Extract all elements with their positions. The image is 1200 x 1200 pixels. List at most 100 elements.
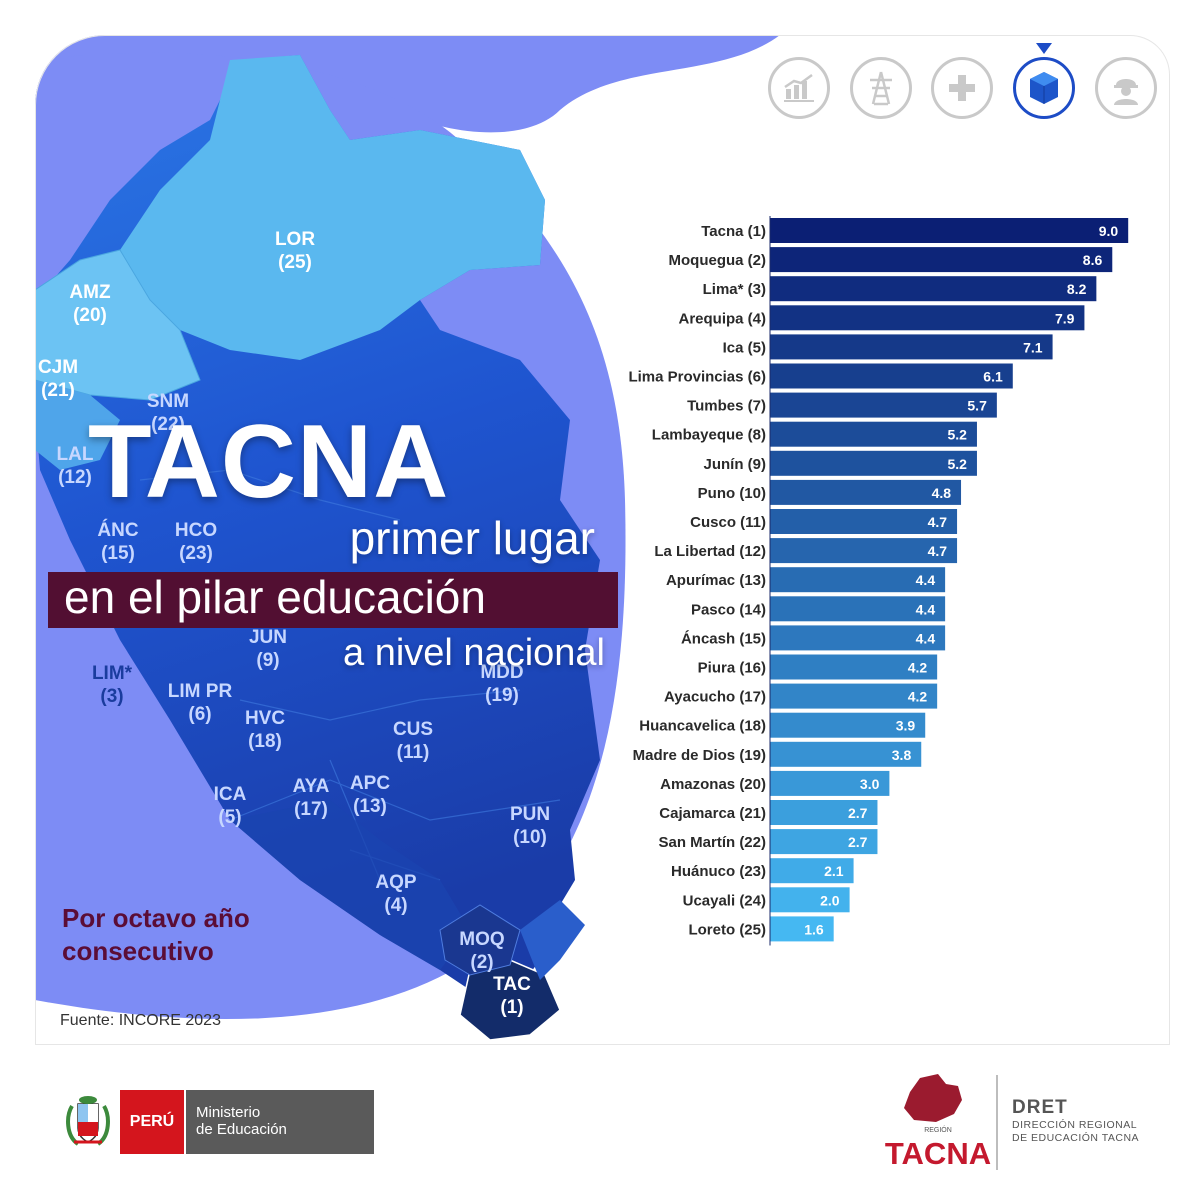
chart-category-label: Madre de Dios (19) (633, 747, 766, 764)
map-region-code: ÁNC (97, 519, 138, 541)
chart-category-label: Apurímac (13) (666, 572, 766, 589)
chart-category-label: Amazonas (20) (660, 776, 766, 793)
map-region-code: AMZ (69, 282, 111, 303)
chart-category-label: Lima Provincias (6) (628, 369, 766, 386)
map-region-rank: (2) (470, 952, 493, 973)
education-cube-icon[interactable] (1013, 57, 1075, 119)
map-region-code: HVC (245, 708, 285, 729)
chart-bar (770, 276, 1097, 302)
chart-category-label: Moquegua (2) (669, 252, 767, 269)
map-region-code: MOQ (459, 929, 504, 950)
chart-value-label: 1.6 (804, 921, 824, 937)
chart-value-label: 3.9 (896, 718, 916, 734)
chart-value-label: 7.9 (1055, 310, 1075, 326)
map-region-code: PUN (510, 804, 550, 825)
map-region-rank: (10) (513, 827, 547, 848)
ministry-line2: de Educación (196, 1121, 287, 1138)
headline-title: TACNA (88, 404, 450, 520)
peru-label: PERÚ (120, 1090, 184, 1154)
dret-line2: DE EDUCACIÓN TACNA (1012, 1132, 1140, 1144)
chart-category-label: Cusco (11) (690, 514, 766, 531)
chart-value-label: 4.8 (932, 485, 952, 501)
chart-value-label: 2.7 (848, 805, 868, 821)
map-region-rank: (23) (179, 543, 213, 564)
chart-value-label: 7.1 (1023, 339, 1043, 355)
main-card: LOR (25) AMZ (20) CJM (21) SNM (22) LAL (12) ÁNC (1… (35, 35, 1170, 1045)
chart-value-label: 3.8 (892, 747, 912, 763)
health-cross-icon[interactable] (931, 57, 993, 119)
chart-bar (770, 538, 958, 564)
region-aqp (230, 800, 470, 970)
map-region-code: SNM (147, 391, 189, 412)
map-region-rank: (20) (73, 305, 107, 326)
chart-value-label: 8.6 (1083, 252, 1103, 268)
map-region-rank: (12) (58, 467, 92, 488)
map-region-code: JUN (249, 627, 287, 648)
map-labels: LOR(25)AMZ(20)CJM(21)SNM(22)LAL(12)ÁNC(1… (38, 229, 550, 1018)
chart-category-label: Arequipa (4) (678, 310, 766, 327)
region-lor (120, 55, 545, 360)
chart-value-label: 4.4 (916, 572, 936, 588)
dret-line1: DIRECCIÓN REGIONAL (1012, 1119, 1138, 1131)
chart-bar (770, 858, 854, 884)
chart-value-label: 5.2 (947, 456, 967, 472)
chart-bar (770, 363, 1013, 389)
map-region-code: ICA (214, 784, 247, 805)
map-region-code: CUS (393, 719, 433, 740)
chart-category-label: Junín (9) (704, 456, 767, 473)
tagline: Por octavo año consecutivo (62, 903, 250, 966)
chart-value-label: 4.4 (916, 630, 936, 646)
economy-chart-icon[interactable] (768, 57, 830, 119)
chart-bar (770, 770, 890, 796)
map-region-rank: (13) (353, 796, 387, 817)
chart-value-label: 2.0 (820, 892, 840, 908)
headline-line1: primer lugar (349, 512, 595, 564)
chart-category-label: Ica (5) (723, 339, 766, 356)
map-region-code: LIM PR (168, 681, 233, 702)
chart-value-label: 5.7 (967, 398, 987, 414)
chart-bar (770, 450, 977, 476)
chart-category-label: Loreto (25) (688, 921, 766, 938)
chart-bar (770, 829, 878, 855)
chart-bar (770, 247, 1113, 273)
chart-bar (770, 887, 850, 913)
chart-bar (770, 916, 834, 942)
chart-category-label: Ucayali (24) (683, 892, 766, 909)
source-note: Fuente: INCORE 2023 (60, 1012, 221, 1029)
map-region-rank: (5) (218, 807, 241, 828)
map-region-rank: (22) (151, 414, 185, 435)
peru-map: LOR(25)AMZ(20)CJM(21)SNM(22)LAL(12)ÁNC(1… (35, 35, 780, 1041)
headline-highlight-box (48, 572, 618, 628)
power-tower-icon[interactable] (850, 57, 912, 119)
chart-bar (770, 800, 878, 825)
chart-category-label: San Martín (22) (658, 834, 766, 851)
chart-category-label: Tacna (1) (701, 223, 766, 240)
map-region-rank: (4) (384, 895, 407, 916)
chart-value-label: 2.7 (848, 834, 868, 850)
chart-value-label: 4.7 (928, 514, 948, 530)
chart-value-label: 4.7 (928, 543, 948, 559)
chart-category-label: Áncash (15) (681, 630, 766, 647)
active-indicator-icon (1036, 43, 1052, 54)
region-cjm (35, 380, 120, 470)
map-region-code: AQP (375, 872, 417, 893)
headline-line2: en el pilar educación (64, 571, 486, 623)
worker-helmet-icon[interactable] (1095, 57, 1157, 119)
chart-category-label: Pasco (14) (691, 601, 766, 618)
ministry-name: Ministerio de Educación (186, 1090, 374, 1154)
map-region-code: AYA (293, 776, 330, 797)
chart-value-label: 2.1 (824, 863, 844, 879)
chart-bar (770, 683, 938, 709)
chart-bar (770, 334, 1053, 360)
chart-bar (770, 596, 946, 622)
chart-value-label: 6.1 (983, 369, 1003, 385)
region-pun-edge (520, 900, 585, 980)
chart-value-label: 4.2 (908, 660, 928, 676)
region-name-text: TACNA (885, 1136, 991, 1170)
chart-category-label: Ayacucho (17) (664, 689, 766, 706)
headline-line3: a nivel nacional (343, 632, 605, 674)
map-region-rank: (3) (100, 686, 123, 707)
chart-value-label: 4.4 (916, 601, 936, 617)
map-region-rank: (17) (294, 799, 328, 820)
